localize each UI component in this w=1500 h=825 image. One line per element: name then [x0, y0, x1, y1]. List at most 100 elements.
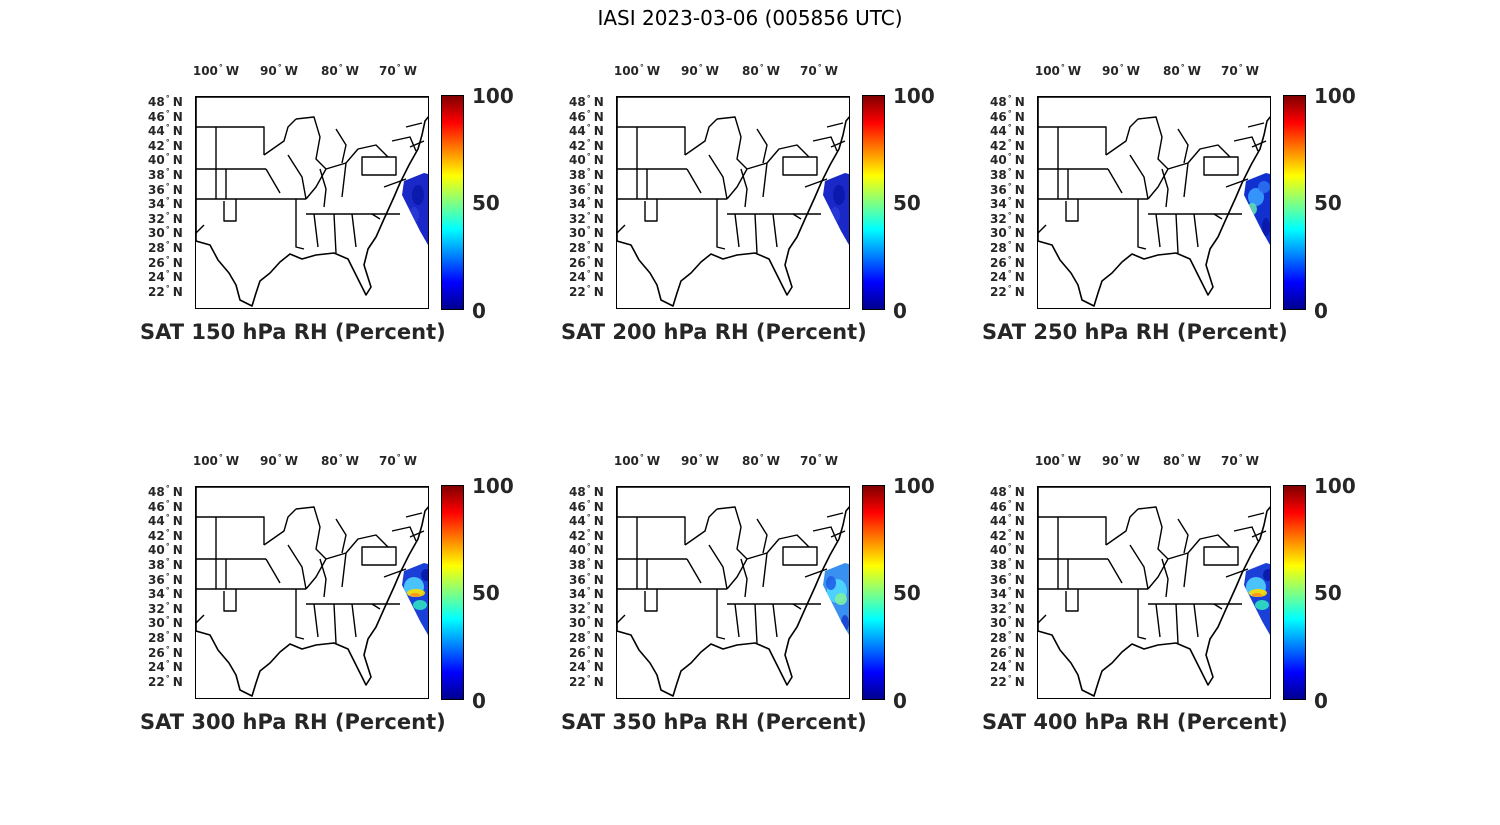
- state-boundary: [287, 544, 307, 590]
- longitude-tick-label: 100° W: [192, 63, 240, 78]
- longitude-tick-label: 90° W: [260, 453, 298, 468]
- state-boundary: [1213, 603, 1223, 610]
- country-outline: [1038, 97, 1270, 307]
- colorbar-tick-label: 50: [893, 191, 921, 215]
- longitude-tick-label: 80° W: [742, 63, 780, 78]
- state-boundary: [804, 178, 828, 188]
- state-boundary: [1177, 518, 1189, 554]
- latitude-tick-label: 42° N: [569, 527, 604, 543]
- map-svg: [196, 487, 428, 697]
- colorbar-tick-label: 0: [893, 689, 907, 713]
- longitude-tick-label: 70° W: [800, 63, 838, 78]
- latitude-tick-label: 28° N: [990, 630, 1025, 645]
- country-outline: [617, 487, 849, 697]
- state-boundary: [1203, 156, 1239, 176]
- map-panel: 100° W 90° W 80° W 70° W 48° N 46° N 44° N 42° N 40° N 38°…: [561, 436, 961, 736]
- country-outline: [196, 487, 428, 697]
- state-boundary: [812, 526, 838, 542]
- state-boundary: [756, 128, 768, 164]
- latitude-tick-label: 34° N: [569, 196, 604, 212]
- latitude-tick-label: 44° N: [990, 123, 1025, 139]
- map-plot-area: [195, 486, 429, 699]
- rh-data-patch: [412, 185, 424, 205]
- state-boundary: [1155, 213, 1161, 248]
- latitude-tick-label: 34° N: [990, 586, 1025, 602]
- state-boundary: [295, 116, 327, 170]
- state-boundary: [409, 530, 425, 538]
- state-boundary: [345, 534, 389, 554]
- latitude-tick-label: 36° N: [990, 181, 1025, 197]
- colorbar-tick-label: 50: [472, 581, 500, 605]
- rh-data-patch: [1248, 188, 1264, 206]
- state-boundary: [644, 589, 658, 612]
- latitude-tick-label: 40° N: [148, 542, 183, 558]
- latitude-tick-label: 38° N: [569, 167, 604, 182]
- longitude-tick-label: 70° W: [379, 453, 417, 468]
- latitude-tick-label: 46° N: [990, 498, 1025, 514]
- state-boundary: [1137, 506, 1169, 560]
- latitude-tick-label: 30° N: [990, 225, 1025, 241]
- state-boundary: [391, 136, 417, 152]
- colorbar: [862, 95, 885, 310]
- latitude-tick-label: 32° N: [990, 600, 1025, 616]
- latitude-tick-label: 44° N: [569, 513, 604, 529]
- state-boundary: [1225, 568, 1249, 578]
- map-svg: [196, 97, 428, 307]
- latitude-tick-label: 42° N: [148, 137, 183, 153]
- country-outline: [1038, 487, 1270, 697]
- state-boundary: [734, 213, 740, 248]
- state-boundary: [351, 603, 357, 638]
- latitude-tick-label: 38° N: [148, 557, 183, 572]
- state-boundary: [1038, 614, 1047, 624]
- colorbar-tick-label: 0: [472, 689, 486, 713]
- latitude-tick-label: 44° N: [148, 123, 183, 139]
- state-boundary: [804, 568, 828, 578]
- panel-caption: SAT 350 hPa RH (Percent): [561, 710, 867, 734]
- state-boundary: [409, 140, 425, 148]
- state-boundary: [1213, 213, 1223, 220]
- state-boundary: [826, 512, 844, 518]
- latitude-tick-label: 22° N: [569, 283, 604, 299]
- latitude-tick-label: 24° N: [148, 659, 183, 675]
- map-panel: 100° W 90° W 80° W 70° W 48° N 46° N 44° N 42° N 40° N 38°…: [140, 436, 540, 736]
- state-boundary: [1175, 603, 1179, 644]
- latitude-tick-label: 34° N: [569, 586, 604, 602]
- state-boundary: [1183, 552, 1189, 588]
- rh-data-patch: [421, 569, 428, 581]
- map-panel: 100° W 90° W 80° W 70° W 48° N 46° N 44° N 42° N 40° N 38°…: [140, 46, 540, 346]
- map-svg: [617, 97, 849, 307]
- colorbar: [1283, 95, 1306, 310]
- state-boundary: [295, 199, 305, 250]
- latitude-tick-label: 36° N: [569, 571, 604, 587]
- state-boundary: [223, 589, 237, 612]
- rh-data-patch: [1262, 218, 1270, 236]
- latitude-tick-label: 48° N: [990, 484, 1025, 499]
- latitude-tick-label: 40° N: [148, 152, 183, 168]
- latitude-tick-label: 22° N: [569, 673, 604, 689]
- state-boundary: [1187, 144, 1231, 164]
- longitude-tick-label: 70° W: [1221, 63, 1259, 78]
- state-boundary: [1038, 516, 1107, 545]
- panel-caption: SAT 400 hPa RH (Percent): [982, 710, 1288, 734]
- latitude-tick-label: 26° N: [990, 644, 1025, 660]
- latitude-tick-label: 26° N: [148, 644, 183, 660]
- panel-caption: SAT 200 hPa RH (Percent): [561, 320, 867, 344]
- latitude-tick-label: 26° N: [569, 254, 604, 270]
- state-boundary: [812, 136, 838, 152]
- latitude-tick-label: 30° N: [148, 615, 183, 631]
- latitude-tick-label: 38° N: [569, 557, 604, 572]
- state-boundary: [1137, 199, 1147, 250]
- state-boundary: [740, 558, 748, 598]
- figure-title: IASI 2023-03-06 (005856 UTC): [597, 6, 903, 30]
- state-boundary: [319, 168, 327, 208]
- state-boundary: [1233, 136, 1259, 152]
- state-boundary: [1251, 530, 1267, 538]
- state-boundary: [1147, 162, 1189, 200]
- latitude-tick-label: 44° N: [990, 513, 1025, 529]
- latitude-tick-label: 36° N: [569, 181, 604, 197]
- latitude-tick-label: 42° N: [990, 137, 1025, 153]
- state-boundary: [383, 568, 407, 578]
- panel-caption: SAT 150 hPa RH (Percent): [140, 320, 446, 344]
- state-boundary: [1247, 512, 1265, 518]
- state-boundary: [772, 603, 778, 638]
